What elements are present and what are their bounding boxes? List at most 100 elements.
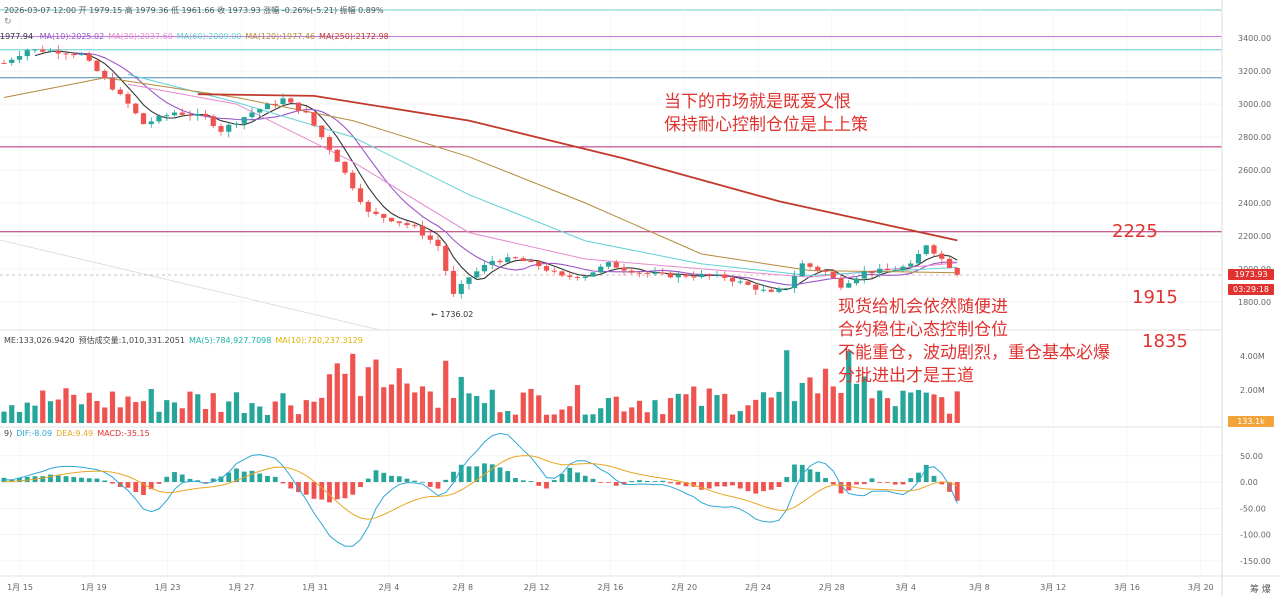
candle-body (218, 126, 224, 132)
candle-body (543, 266, 550, 271)
volume-badge: 133.1k (1228, 416, 1274, 427)
volume-bar (590, 414, 596, 423)
candle-body (288, 98, 294, 103)
candle-body (156, 115, 162, 122)
candle-body (443, 245, 449, 271)
volume-bar (807, 377, 813, 423)
macd-histogram-bar (567, 467, 573, 483)
macd-histogram-bar (900, 482, 906, 485)
candle-body (621, 267, 627, 271)
volume-bar (598, 408, 604, 423)
macd-histogram-bar (931, 475, 937, 483)
chart-axes: 3400.00 3200.00 3000.00 2800.00 2600.00 2400.… (7, 0, 1271, 596)
candle-body (784, 288, 790, 290)
macd-tick-label: 0.00 (1240, 478, 1258, 487)
time-tick-label: 1月 23 (155, 583, 181, 592)
candle-body (1, 62, 7, 64)
time-tick-label: 2月 28 (819, 583, 845, 592)
volume-bar (745, 405, 751, 423)
candle-body (729, 277, 736, 282)
volume-bar (683, 394, 689, 423)
candle-body (140, 113, 147, 125)
macd-histogram-bar (451, 471, 456, 483)
volume-bar (171, 402, 178, 423)
volume-bar (241, 412, 247, 423)
volume-bar (295, 414, 302, 423)
macd-histogram-bar (536, 482, 542, 486)
volume-bar (706, 388, 712, 423)
candle-body (714, 274, 720, 276)
volume-bar (412, 392, 418, 423)
ma-line (127, 83, 958, 278)
volume-bar (109, 391, 116, 423)
macd-histogram-bar (9, 479, 15, 483)
macd-legend-item-2: DEA:9.49 (56, 429, 94, 438)
candle-body (791, 276, 798, 289)
volume-bar (365, 367, 371, 423)
volume-bar (117, 407, 123, 423)
macd-histogram-bar (272, 476, 278, 483)
ma-line (127, 73, 958, 277)
macd-histogram-bar (598, 482, 604, 483)
candle-body (660, 272, 666, 274)
corner-buttons[interactable]: 筹 爆 (1250, 585, 1271, 595)
macd-histogram-bar (892, 482, 898, 485)
time-tick-label: 2月 8 (452, 583, 473, 592)
macd-tick-label: 50.00 (1240, 452, 1263, 461)
volume-bar (427, 391, 433, 423)
volume-bar (94, 401, 100, 423)
candle-body (528, 261, 534, 263)
candle-body (900, 266, 906, 270)
volume-bar (474, 395, 480, 423)
volume-bar (1, 411, 7, 423)
candle-body (683, 274, 689, 277)
volume-bar (946, 413, 953, 423)
volume-bar (892, 406, 898, 423)
macd-histogram-bar (443, 479, 449, 483)
volume-bar (652, 400, 658, 423)
macd-histogram-bar (102, 480, 108, 483)
volume-bar (729, 414, 736, 423)
macd-histogram-bar (838, 482, 844, 494)
volume-bar (698, 405, 705, 423)
candle-body (319, 125, 325, 138)
macd-histogram-bar (187, 478, 193, 483)
volume-bar (822, 368, 829, 423)
macd-histogram-bar (551, 480, 557, 483)
candle-body (334, 149, 340, 162)
refresh-icon[interactable]: ↻ (4, 17, 12, 27)
candle-body (78, 53, 85, 55)
volume-bar (404, 383, 410, 423)
horizontal-level-lines (0, 36, 1222, 233)
candle-body (822, 270, 829, 272)
volume-bar (923, 392, 929, 423)
volume-bar (543, 414, 550, 423)
volume-bar (768, 397, 774, 423)
macd-histogram-bar (311, 482, 317, 499)
macd-histogram-bar (544, 482, 549, 489)
macd-histogram-bar (334, 482, 340, 500)
volume-bar (334, 363, 340, 423)
candle-body (636, 272, 643, 274)
candle-body (776, 288, 782, 292)
candle-body (830, 271, 836, 279)
macd-histogram-bar (203, 482, 208, 483)
candle-body (567, 275, 573, 277)
candle-body (241, 117, 247, 124)
macd-histogram-bar (86, 478, 92, 483)
candle-body (55, 50, 61, 54)
macd-histogram-bar (435, 482, 441, 489)
volume-bar (884, 398, 891, 423)
macd-histogram-bar (79, 477, 84, 483)
macd-histogram-bar (939, 482, 945, 485)
volume-bar (187, 391, 193, 423)
volume-bar (954, 391, 960, 423)
candle-body (923, 245, 929, 255)
volume-bar (419, 386, 426, 423)
macd-histogram-bar (296, 482, 301, 493)
candle-body (481, 264, 488, 272)
candle-body (869, 271, 875, 274)
volume-bar (505, 410, 511, 423)
candle-body (295, 102, 302, 111)
